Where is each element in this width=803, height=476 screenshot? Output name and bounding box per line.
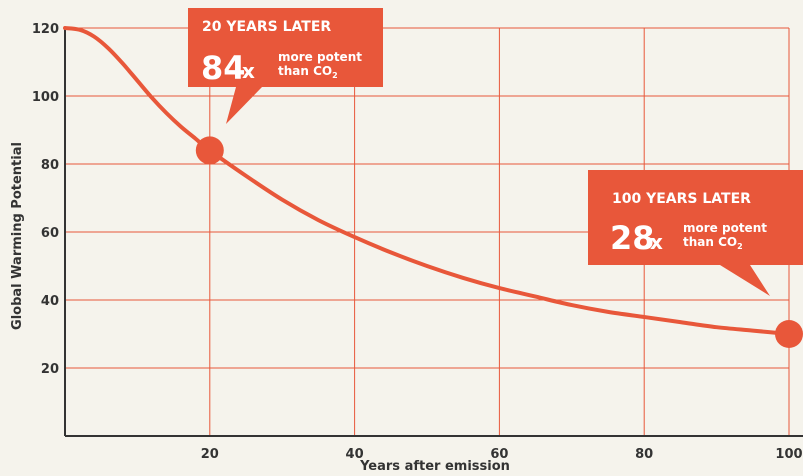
callout-100-years-multiplier: x	[650, 230, 663, 254]
callout-20-years-box	[188, 8, 383, 124]
callout-20-years-multiplier: x	[242, 59, 255, 83]
callout-20-years-line1: more potent	[278, 50, 362, 64]
highlight-points	[195, 136, 803, 348]
y-tick-label: 120	[32, 22, 59, 37]
y-tick-label: 40	[41, 294, 59, 309]
tick-labels: 20 40 60 80 100 20 40 60 80 100 120	[32, 22, 803, 462]
y-tick-label: 60	[41, 226, 59, 241]
callout-100-years-line2: than CO2	[683, 235, 743, 251]
y-tick-label: 100	[32, 90, 59, 105]
highlight-point	[775, 320, 803, 348]
callout-100-years-value: 28	[610, 219, 655, 257]
highlight-point	[195, 136, 224, 165]
series-line-gwp	[63, 26, 791, 336]
callout-100-years: 100 YEARS LATER 28 x more potent than CO…	[588, 170, 803, 296]
x-tick-label: 60	[490, 447, 508, 462]
x-tick-label: 100	[775, 447, 802, 462]
y-tick-label: 20	[41, 362, 59, 377]
callout-100-years-heading: 100 YEARS LATER	[612, 191, 751, 207]
callout-20-years-heading: 20 YEARS LATER	[202, 19, 331, 35]
callout-20-years-line2: than CO2	[278, 64, 338, 80]
x-tick-label: 80	[635, 447, 653, 462]
x-tick-label: 20	[201, 447, 219, 462]
y-axis-title: Global Warming Potential	[10, 142, 25, 330]
axes	[64, 28, 803, 437]
x-axis-title: Years after emission	[359, 459, 510, 474]
callout-100-years-line1: more potent	[683, 221, 767, 235]
x-tick-label: 40	[346, 447, 364, 462]
callout-100-years-box	[588, 170, 803, 296]
y-tick-label: 80	[41, 158, 59, 173]
callout-20-years-value: 84	[201, 49, 246, 87]
callout-20-years: 20 YEARS LATER 84 x more potent than CO2	[188, 8, 383, 124]
